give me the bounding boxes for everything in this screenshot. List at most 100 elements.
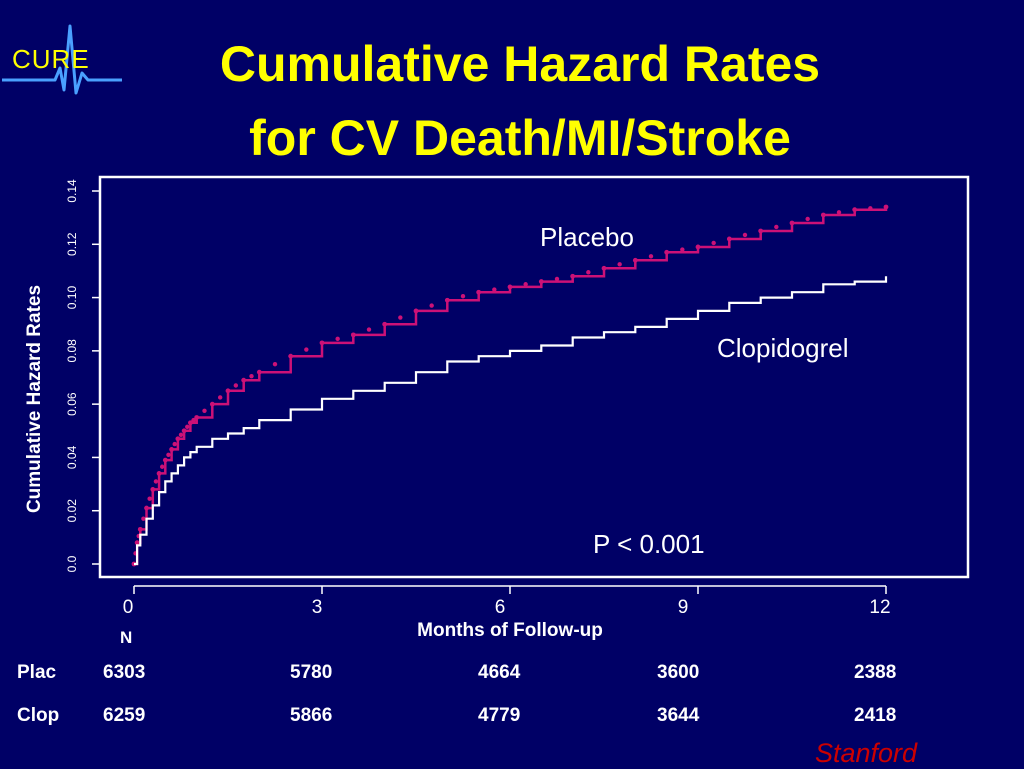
n-table-cell: 6259 — [103, 705, 146, 726]
placebo-point — [335, 336, 340, 342]
placebo-point — [617, 262, 622, 267]
placebo-point — [160, 464, 165, 469]
n-table-cell: 4664 — [478, 662, 521, 683]
placebo-point — [191, 417, 196, 423]
series-labels: Placebo Clopidogrel P < 0.001 — [540, 222, 849, 559]
placebo-point — [202, 408, 207, 414]
x-tick-label: 3 — [312, 597, 323, 618]
placebo-point — [162, 457, 168, 463]
placebo-point — [852, 207, 858, 213]
placebo-point — [156, 471, 162, 476]
placebo-point — [413, 308, 419, 314]
clopidogrel-line — [134, 276, 888, 566]
placebo-point — [492, 287, 497, 292]
y-tick-label: 0.02 — [65, 499, 79, 523]
placebo-point — [382, 321, 388, 327]
n-table-row-label: Clop — [17, 705, 60, 726]
placebo-point — [137, 526, 143, 532]
placebo-point — [601, 265, 607, 271]
n-table-cell: 3644 — [657, 705, 700, 726]
placebo-point — [805, 216, 810, 222]
placebo-point — [868, 206, 873, 211]
placebo-point — [169, 447, 175, 452]
p-value-annotation: P < 0.001 — [593, 529, 705, 559]
placebo-point — [711, 240, 716, 246]
x-axis: 0 3 6 9 12 — [123, 585, 891, 618]
placebo-label: Placebo — [540, 222, 634, 252]
x-axis-label: Months of Follow-up — [417, 620, 603, 641]
placebo-point — [175, 436, 181, 442]
placebo-point — [166, 452, 171, 457]
placebo-point — [150, 487, 156, 492]
placebo-point — [181, 428, 187, 434]
placebo-point — [144, 505, 149, 511]
plot-frame — [98, 175, 970, 579]
placebo-point — [476, 289, 482, 295]
placebo-point — [523, 282, 528, 287]
page-title: Cumulative Hazard Rates — [219, 36, 821, 92]
n-table-cell: 2388 — [854, 662, 897, 683]
n-table-cell: 5780 — [290, 662, 333, 683]
placebo-point — [172, 441, 177, 447]
page-subtitle: for CV Death/MI/Stroke — [249, 110, 791, 166]
placebo-point — [398, 315, 403, 320]
placebo-point — [304, 347, 309, 352]
y-axis: 0.0 0.02 0.04 0.06 0.08 0.10 0.12 0.14 — [65, 179, 101, 572]
n-table-cell: 3600 — [657, 662, 700, 683]
n-table-cell: 6303 — [103, 662, 146, 683]
x-tick-label: 6 — [495, 597, 506, 618]
placebo-point — [241, 377, 247, 383]
y-tick-label: 0.08 — [65, 339, 79, 363]
placebo-point — [820, 212, 826, 218]
placebo-point — [288, 353, 294, 359]
placebo-point — [507, 284, 513, 290]
series-group — [131, 204, 889, 567]
placebo-point — [680, 247, 685, 252]
placebo-point — [185, 424, 190, 429]
cure-logo — [2, 24, 122, 95]
y-axis-label: Cumulative Hazard Rates — [24, 284, 45, 514]
placebo-point — [153, 479, 159, 484]
n-table-cell: 4779 — [478, 705, 521, 726]
placebo-point — [272, 361, 278, 367]
placebo-point — [586, 270, 591, 275]
placebo-point — [194, 415, 200, 420]
placebo-point — [444, 297, 450, 303]
placebo-point — [147, 496, 152, 501]
logo-text: CURE — [12, 44, 90, 74]
placebo-point — [774, 224, 779, 230]
placebo-point — [632, 257, 638, 263]
placebo-point — [256, 369, 262, 375]
n-table-row-label: Plac — [17, 662, 57, 683]
placebo-point — [429, 303, 434, 308]
y-tick-label: 0.0 — [65, 555, 79, 572]
placebo-point — [758, 228, 764, 234]
placebo-point — [726, 236, 732, 242]
placebo-point — [209, 401, 215, 407]
placebo-point — [319, 340, 325, 346]
x-tick-label: 0 — [123, 597, 134, 618]
n-table-cell: 2418 — [854, 705, 897, 726]
y-tick-label: 0.06 — [65, 392, 79, 416]
placebo-point — [538, 279, 544, 284]
placebo-point — [217, 395, 223, 400]
x-tick-label: 12 — [869, 597, 890, 618]
placebo-point — [789, 220, 795, 226]
n-table-cell: 5866 — [290, 705, 333, 726]
placebo-point — [366, 327, 372, 332]
y-tick-label: 0.12 — [65, 232, 79, 256]
placebo-point — [648, 254, 654, 259]
placebo-point — [249, 373, 254, 379]
placebo-point — [141, 516, 146, 521]
placebo-point — [742, 232, 748, 238]
clopidogrel-label: Clopidogrel — [717, 333, 849, 363]
n-table-header: N — [120, 628, 133, 647]
x-tick-label: 9 — [678, 597, 689, 618]
placebo-point — [664, 249, 670, 255]
y-tick-label: 0.04 — [65, 445, 79, 469]
ekg-line-icon — [2, 24, 122, 95]
placebo-point — [225, 388, 231, 394]
placebo-point — [836, 210, 842, 215]
y-tick-label: 0.14 — [65, 179, 79, 203]
